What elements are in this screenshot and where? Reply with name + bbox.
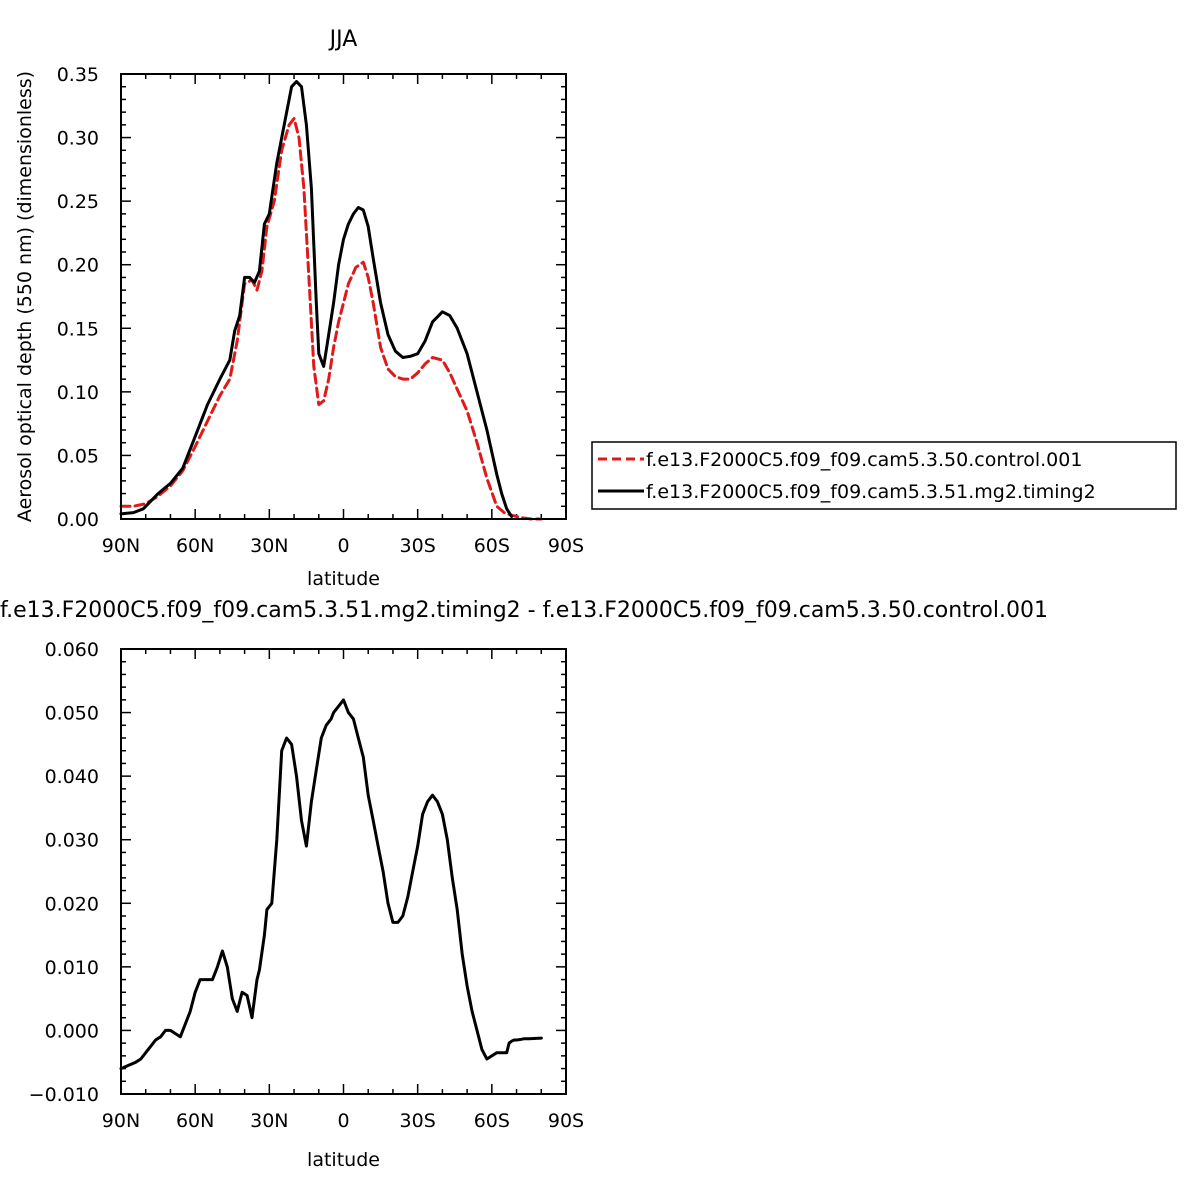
top-panel-frame [120, 73, 567, 520]
top-y-tick-label: 0.30 [57, 128, 99, 150]
bottom-y-tick-label: 0.000 [45, 1020, 99, 1042]
top-x-tick-label: 90N [102, 535, 140, 557]
bottom-x-tick-label: 60N [176, 1110, 214, 1132]
bottom-panel-plot-area: 90N 60N 30N 0 30S 60S 90S −0.010 0.000 0.010 0.020… [29, 639, 584, 1132]
bottom-x-tick-label: 60S [474, 1110, 510, 1132]
bottom-y-tick-label: 0.040 [45, 766, 99, 788]
bottom-y-tick-label: 0.050 [45, 703, 99, 725]
bottom-x-tick-label: 30N [250, 1110, 288, 1132]
top-y-tick-label: 0.35 [57, 64, 99, 86]
top-x-tick-label: 0 [337, 535, 349, 557]
top-x-tick-label: 60S [474, 535, 510, 557]
top-panel-title: JJA [328, 27, 358, 52]
bottom-panel: f.e13.F2000C5.f09_f09.cam5.3.51.mg2.timi… [0, 598, 1048, 1171]
bottom-panel-frame [120, 648, 567, 1095]
top-x-tick-label: 60N [176, 535, 214, 557]
bottom-y-tick-label: 0.060 [45, 639, 99, 661]
top-y-tick-label: 0.05 [57, 445, 99, 467]
bottom-x-tick-label: 90S [548, 1110, 584, 1132]
bottom-y-tick-label: 0.030 [45, 830, 99, 852]
legend-label-control: f.e13.F2000C5.f09_f09.cam5.3.50.control.… [646, 449, 1082, 471]
legend-box [591, 441, 1177, 510]
top-y-tick-label: 0.10 [57, 382, 99, 404]
top-panel: JJA 90N 60N 30N 0 30S 60S 90S 0.00 0.05 0.10 0.15 0… [14, 27, 584, 590]
top-control-series-line [119, 117, 543, 521]
top-y-tick-label: 0.15 [57, 318, 99, 340]
top-panel-plot-area: 90N 60N 30N 0 30S 60S 90S 0.00 0.05 0.10 0.15 0.20 0… [57, 64, 584, 557]
top-x-tick-label: 30N [250, 535, 288, 557]
bottom-y-tick-label: 0.020 [45, 893, 99, 915]
bottom-panel-x-axis-label: latitude [307, 1149, 380, 1171]
bottom-difference-series-line [119, 698, 543, 1071]
top-x-tick-label: 30S [400, 535, 436, 557]
bottom-y-tick-label: 0.010 [45, 957, 99, 979]
legend-label-timing2: f.e13.F2000C5.f09_f09.cam5.3.51.mg2.timi… [646, 481, 1096, 503]
top-y-tick-label: 0.20 [57, 255, 99, 277]
bottom-y-tick-label: −0.010 [29, 1084, 99, 1106]
top-panel-x-axis-label: latitude [307, 568, 380, 590]
top-panel-y-axis-label: Aerosol optical depth (550 nm) (dimensio… [14, 71, 36, 522]
legend: f.e13.F2000C5.f09_f09.cam5.3.50.control.… [591, 441, 1177, 510]
bottom-x-tick-label: 0 [337, 1110, 349, 1132]
top-y-tick-label: 0.25 [57, 191, 99, 213]
bottom-panel-title: f.e13.F2000C5.f09_f09.cam5.3.51.mg2.timi… [0, 598, 1048, 623]
bottom-x-tick-label: 90N [102, 1110, 140, 1132]
top-x-tick-label: 90S [548, 535, 584, 557]
top-timing2-series-line [119, 80, 514, 518]
bottom-x-tick-label: 30S [400, 1110, 436, 1132]
top-y-tick-label: 0.00 [57, 509, 99, 531]
